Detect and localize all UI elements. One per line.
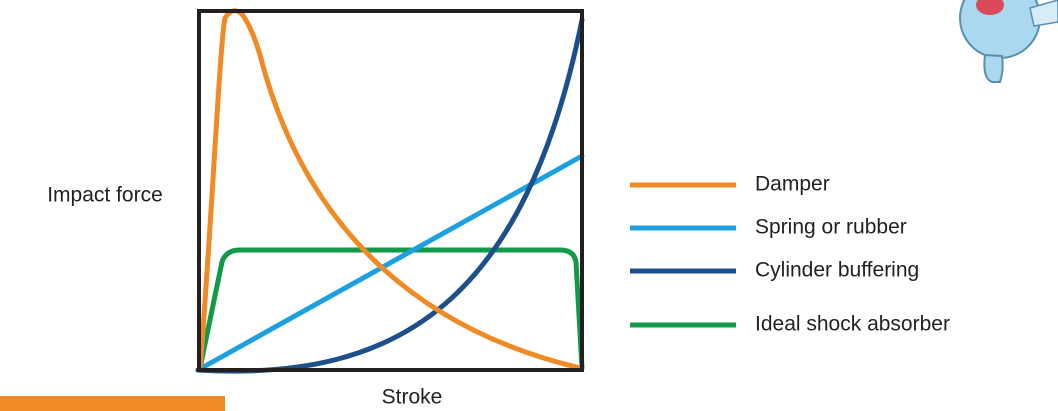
legend: Damper Spring or rubber Cylinder bufferi… [630,173,950,336]
cylinder-curve [198,20,582,371]
legend-label: Ideal shock absorber [755,313,950,336]
diagram: Impact force Stroke Damper Spring or rub… [0,0,1058,411]
legend-label: Spring or rubber [755,216,907,239]
cartoon [960,0,1058,82]
legend-label: Damper [755,173,830,196]
x-axis-label: Stroke [382,386,443,409]
legend-label: Cylinder buffering [755,259,919,282]
y-axis-label: Impact force [47,184,163,207]
accent-bar [0,396,225,411]
